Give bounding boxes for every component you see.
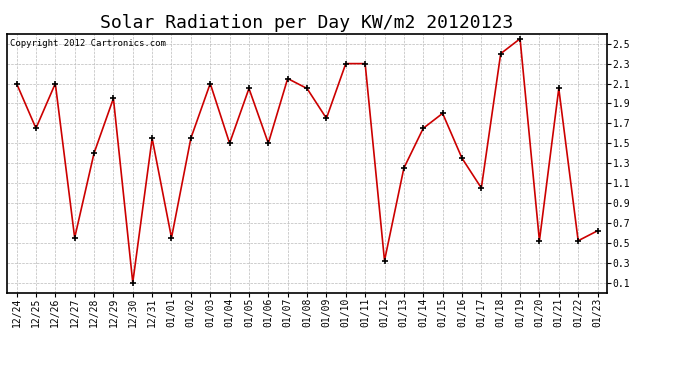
Text: Copyright 2012 Cartronics.com: Copyright 2012 Cartronics.com bbox=[10, 39, 166, 48]
Title: Solar Radiation per Day KW/m2 20120123: Solar Radiation per Day KW/m2 20120123 bbox=[101, 14, 513, 32]
